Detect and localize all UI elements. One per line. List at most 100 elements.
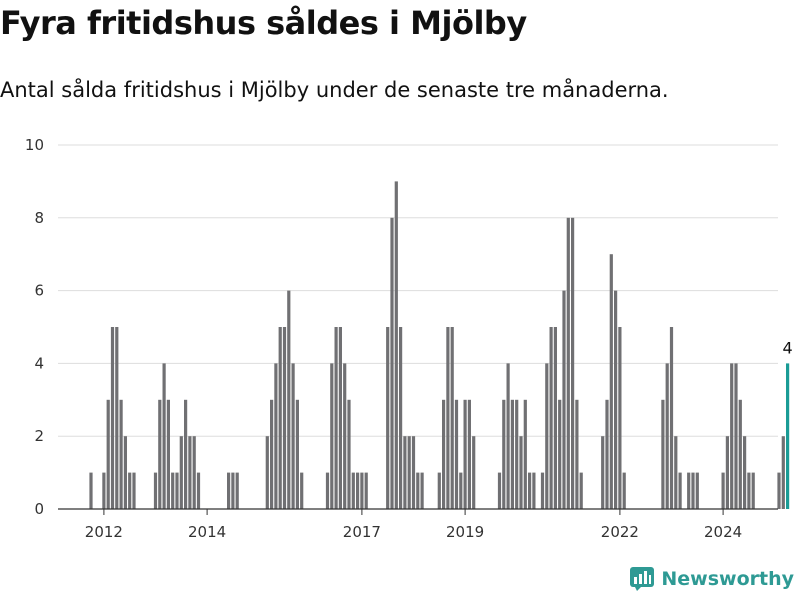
bar bbox=[691, 472, 695, 509]
bar bbox=[687, 472, 691, 509]
bar bbox=[463, 399, 467, 509]
bar bbox=[420, 472, 424, 509]
bar bbox=[609, 254, 613, 509]
brand-name: Newsworthy bbox=[661, 568, 794, 590]
bar bbox=[356, 472, 360, 509]
bar bbox=[347, 399, 351, 509]
bar bbox=[575, 399, 579, 509]
y-tick-label: 8 bbox=[34, 209, 44, 227]
bar bbox=[407, 436, 411, 509]
bar bbox=[325, 472, 330, 509]
bar bbox=[192, 436, 196, 509]
bar bbox=[106, 399, 110, 509]
bar bbox=[196, 472, 201, 509]
bar bbox=[523, 399, 527, 509]
x-tick-label: 2022 bbox=[601, 523, 639, 541]
bar bbox=[110, 327, 115, 509]
bar bbox=[459, 472, 463, 509]
bar bbox=[394, 181, 398, 509]
y-axis: 0 2 4 6 8 10 bbox=[25, 136, 44, 518]
bar bbox=[506, 363, 510, 509]
bar bbox=[579, 472, 583, 509]
data-label: 4 bbox=[783, 338, 793, 357]
chart-title: Fyra fritidshus såldes i Mjölby bbox=[0, 4, 527, 42]
bar bbox=[553, 327, 557, 509]
bar bbox=[295, 399, 299, 509]
bar bbox=[330, 363, 334, 509]
bar bbox=[450, 327, 454, 509]
bar bbox=[661, 399, 665, 509]
bar bbox=[128, 472, 132, 509]
bar bbox=[665, 363, 669, 509]
bar bbox=[558, 399, 562, 509]
bar bbox=[411, 436, 416, 509]
x-tick-label: 2019 bbox=[446, 523, 484, 541]
bar bbox=[360, 472, 364, 509]
bar bbox=[519, 436, 523, 509]
x-tick-label: 2024 bbox=[704, 523, 742, 541]
x-tick-label: 2014 bbox=[188, 523, 226, 541]
bar bbox=[532, 472, 536, 509]
bar bbox=[235, 472, 239, 509]
x-tick-label: 2017 bbox=[343, 523, 381, 541]
bar bbox=[390, 217, 394, 510]
bar bbox=[416, 472, 420, 509]
bar bbox=[166, 399, 170, 509]
bar bbox=[287, 290, 291, 509]
bar bbox=[743, 436, 747, 509]
bar bbox=[102, 472, 106, 509]
bar bbox=[730, 363, 734, 509]
bar bbox=[278, 327, 282, 509]
bar bbox=[454, 399, 459, 509]
chart-subtitle: Antal sålda fritidshus i Mjölby under de… bbox=[0, 78, 669, 102]
bar bbox=[123, 436, 127, 509]
bar bbox=[725, 436, 729, 509]
bar bbox=[601, 436, 605, 509]
bar bbox=[721, 472, 725, 509]
bar bbox=[549, 327, 553, 509]
bar bbox=[622, 472, 626, 509]
bar bbox=[300, 472, 304, 509]
bar bbox=[566, 217, 570, 510]
bar bbox=[334, 327, 338, 509]
bar bbox=[386, 327, 390, 509]
bar bbox=[132, 472, 136, 509]
bar bbox=[265, 436, 269, 509]
bar bbox=[446, 327, 450, 509]
bar bbox=[605, 399, 609, 509]
bar bbox=[562, 290, 566, 509]
bar bbox=[291, 363, 295, 509]
bar bbox=[618, 327, 622, 509]
bar bbox=[781, 436, 785, 509]
bar bbox=[179, 436, 183, 509]
bar bbox=[437, 472, 441, 509]
bar bbox=[502, 399, 506, 509]
bar bbox=[540, 472, 545, 509]
bar bbox=[472, 436, 476, 509]
y-tick-label: 10 bbox=[25, 136, 44, 154]
y-tick-label: 4 bbox=[34, 354, 44, 372]
bar bbox=[162, 363, 166, 509]
bar bbox=[158, 399, 162, 509]
x-axis: 2012 2014 2017 2019 2022 2024 bbox=[58, 508, 778, 541]
bar bbox=[669, 327, 674, 509]
x-tick-label: 2012 bbox=[85, 523, 123, 541]
bar bbox=[528, 472, 532, 509]
bar bbox=[467, 399, 471, 509]
bar bbox=[351, 472, 355, 509]
bar bbox=[282, 327, 287, 509]
bar bbox=[678, 472, 682, 509]
bar bbox=[115, 327, 119, 509]
bar bbox=[734, 363, 738, 509]
bar bbox=[338, 327, 342, 509]
bar bbox=[497, 472, 502, 509]
bar bbox=[89, 472, 93, 509]
bar bbox=[614, 290, 618, 509]
bar bbox=[227, 472, 231, 509]
bar bbox=[515, 399, 519, 509]
y-tick-label: 0 bbox=[34, 500, 44, 518]
bar bbox=[231, 472, 235, 509]
bar bbox=[175, 472, 179, 509]
bar bbox=[270, 399, 274, 509]
